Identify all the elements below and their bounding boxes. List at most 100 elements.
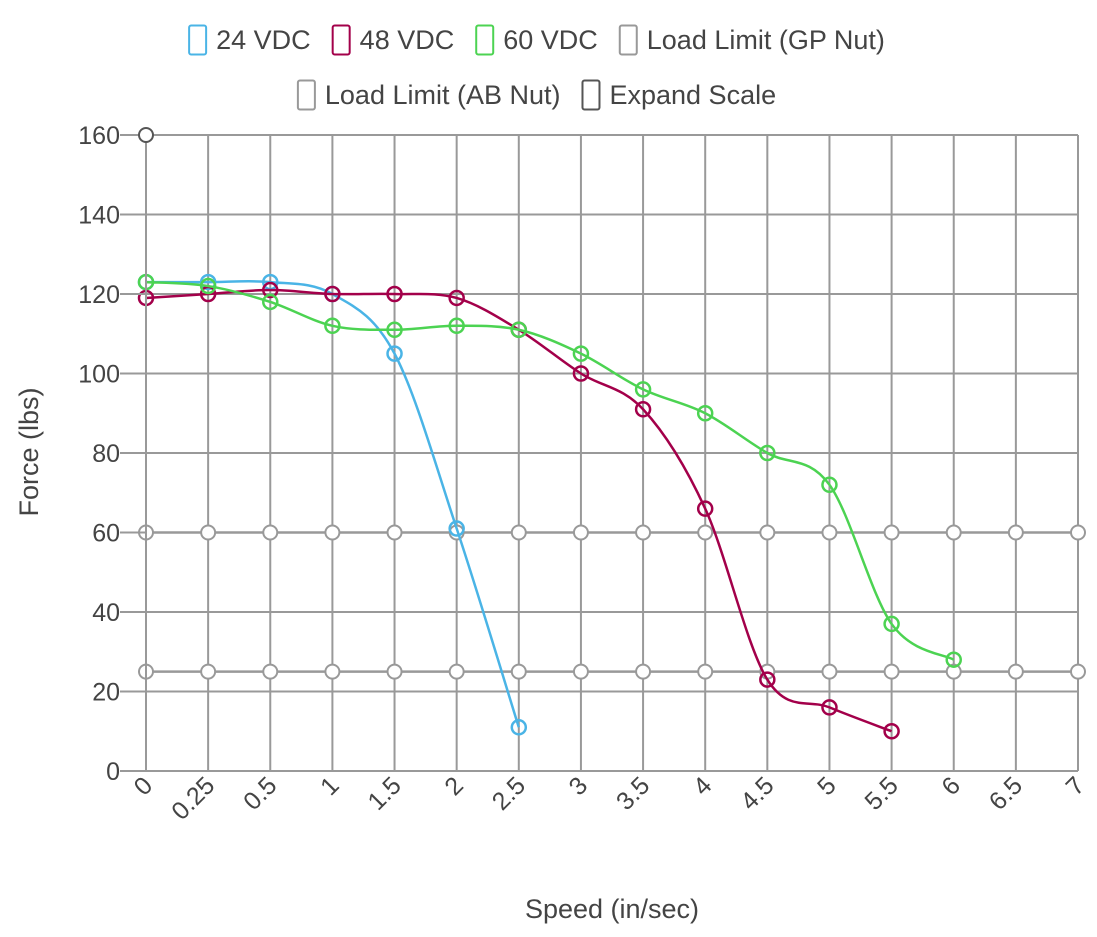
data-point[interactable] (448, 317, 465, 335)
legend-swatch[interactable] (618, 24, 638, 56)
data-point[interactable] (262, 293, 279, 311)
legend-item-60-vdc[interactable]: 60 VDC (475, 24, 598, 56)
x-tick-label: 5.5 (859, 771, 903, 815)
load-limit-point (821, 663, 838, 680)
x-tick-label: 7 (1061, 771, 1091, 801)
data-point[interactable] (883, 723, 900, 740)
data-point[interactable] (945, 651, 962, 668)
load-limit-point (1007, 524, 1024, 541)
y-tick-label: 0 (106, 758, 120, 786)
legend-item-24-vdc[interactable]: 24 VDC (188, 24, 311, 56)
load-limit-point (572, 524, 589, 541)
load-limit-point (635, 524, 652, 541)
y-tick-label: 80 (92, 440, 120, 468)
load-limit-point (572, 663, 589, 680)
data-point[interactable] (696, 500, 714, 517)
legend-swatch[interactable] (188, 24, 208, 56)
x-tick-label: 0 (129, 771, 159, 801)
y-tick-label: 100 (78, 361, 120, 389)
load-limit-point (510, 663, 527, 680)
x-tick-label: 3 (564, 771, 594, 801)
x-tick-label: 0.25 (166, 771, 220, 825)
legend-swatch[interactable] (475, 24, 495, 56)
load-limit-point (1070, 524, 1086, 541)
load-limit-point (759, 524, 776, 541)
data-point[interactable] (448, 520, 465, 537)
data-point[interactable] (821, 476, 838, 494)
y-tick-label: 140 (78, 202, 120, 230)
data-point[interactable] (510, 719, 528, 736)
load-limit-series (138, 663, 1086, 680)
x-tick-label: 2.5 (487, 771, 531, 815)
y-tick-label: 40 (92, 599, 120, 627)
legend-item-48-vdc[interactable]: 48 VDC (331, 24, 455, 56)
data-point[interactable] (448, 289, 465, 307)
data-point[interactable] (199, 277, 217, 295)
x-tick-label: 2 (439, 771, 469, 801)
x-tick-label: 0.5 (238, 771, 282, 815)
legend-item-load-limit-gp-nut[interactable]: Load Limit (GP Nut) (618, 24, 885, 56)
load-limit-point (386, 663, 403, 680)
data-point[interactable] (510, 321, 528, 339)
data-point[interactable] (386, 321, 403, 339)
load-limit-point (448, 663, 465, 680)
data-point[interactable] (386, 285, 403, 303)
data-point[interactable] (386, 345, 403, 362)
x-axis-title: Speed (in/sec) (525, 894, 699, 924)
axis-end-marker (138, 127, 154, 143)
legend-swatch[interactable] (296, 79, 316, 111)
y-tick-label: 20 (92, 679, 120, 707)
load-limit-point (635, 663, 652, 680)
load-limit-series (138, 524, 1086, 541)
load-limit-point (262, 524, 279, 541)
legend-label: 60 VDC (503, 25, 598, 55)
legend-label: Load Limit (GP Nut) (647, 25, 885, 55)
x-tick-label: 3.5 (611, 771, 655, 815)
data-point[interactable] (572, 365, 590, 382)
data-point[interactable] (324, 317, 341, 335)
data-point[interactable] (324, 285, 341, 303)
y-tick-label: 60 (92, 520, 120, 548)
x-tick-label: 1 (315, 771, 345, 801)
data-point[interactable] (759, 444, 776, 462)
load-limit-point (883, 524, 900, 541)
data-point[interactable] (759, 671, 776, 688)
series-60-vdc (137, 273, 962, 668)
legend-swatch[interactable] (331, 24, 351, 56)
load-limit-point (945, 663, 962, 680)
data-point[interactable] (821, 699, 838, 716)
legend-item-expand-scale[interactable]: Expand Scale (581, 79, 776, 111)
y-axis-title: Force (lbs) (14, 387, 44, 516)
data-point[interactable] (634, 381, 652, 398)
series-line (145, 279, 520, 728)
load-limit-lines (138, 524, 1086, 680)
legend[interactable]: 24 VDC 48 VDC 60 VDC Load Limit (GP Nut) Loa… (188, 24, 885, 111)
x-tick-label: 6.5 (984, 771, 1028, 815)
data-point[interactable] (262, 281, 279, 299)
load-limit-point (262, 663, 279, 680)
data-point[interactable] (634, 401, 652, 418)
legend-swatch[interactable] (581, 79, 601, 111)
load-limit-point (1070, 663, 1086, 680)
load-limit-point (1007, 663, 1024, 680)
x-tick-label: 1.5 (362, 771, 406, 815)
x-tick-label: 6 (936, 771, 966, 801)
legend-item-load-limit-ab-nut[interactable]: Load Limit (AB Nut) (296, 79, 561, 111)
grid (145, 134, 1079, 772)
data-point[interactable] (572, 345, 590, 362)
data-point[interactable] (883, 615, 900, 633)
x-tick-label: 4 (688, 771, 718, 801)
y-tick-label: 160 (78, 122, 120, 150)
load-limit-point (200, 663, 217, 680)
data-point[interactable] (696, 405, 714, 422)
load-limit-point (697, 663, 714, 680)
legend-label: Load Limit (AB Nut) (325, 80, 561, 110)
load-limit-point (324, 663, 341, 680)
y-tick-label: 120 (78, 281, 120, 309)
load-limit-point (697, 524, 714, 541)
load-limit-point (821, 524, 838, 541)
load-limit-point (386, 524, 403, 541)
data-series (137, 273, 962, 740)
